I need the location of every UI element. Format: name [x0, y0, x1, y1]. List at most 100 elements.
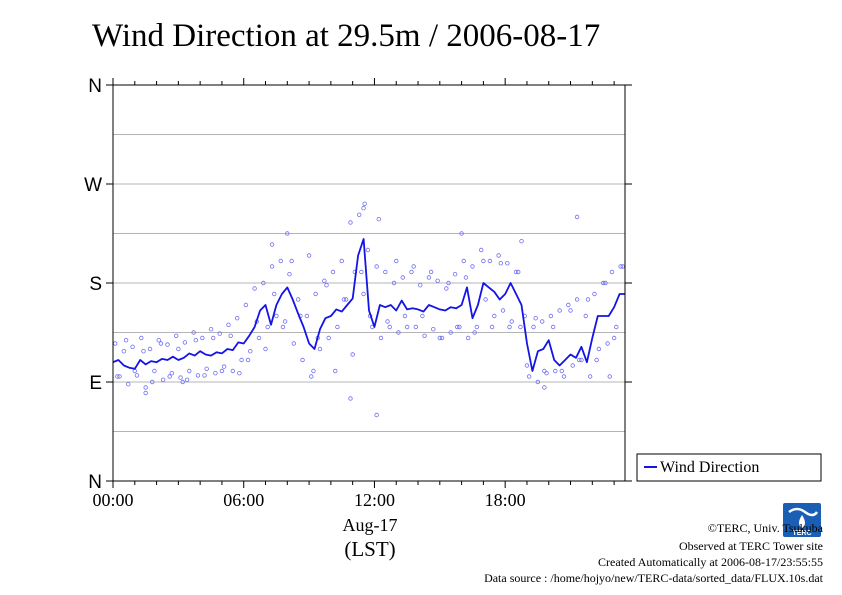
- scatter-point: [431, 327, 436, 332]
- scatter-point: [339, 258, 344, 264]
- scatter-point: [139, 335, 144, 341]
- scatter-point: [330, 269, 336, 275]
- scatter-point: [418, 283, 423, 288]
- scatter-point: [160, 377, 166, 382]
- scatter-point: [361, 291, 366, 297]
- scatter-point: [335, 324, 340, 330]
- scatter-point: [498, 261, 504, 266]
- scatter-point: [143, 390, 148, 396]
- scatter-point: [121, 349, 127, 354]
- scatter-point: [500, 308, 506, 313]
- scatter-point: [252, 286, 257, 291]
- scatter-point: [513, 269, 519, 275]
- x-axis-labels: 00:00 06:00 12:00 18:00: [92, 490, 525, 510]
- scatter-point: [400, 275, 405, 280]
- scatter-point: [542, 368, 547, 374]
- plot-area: [106, 78, 632, 488]
- scatter-point: [459, 231, 464, 236]
- scatter-point: [263, 346, 268, 352]
- scatter-point: [570, 363, 575, 368]
- scatter-point: [221, 364, 227, 369]
- scatter-point: [217, 331, 222, 336]
- scatter-point: [280, 324, 286, 330]
- scatter-point: [592, 291, 597, 297]
- scatter-point: [282, 319, 288, 324]
- scatter-point: [444, 286, 449, 291]
- scatter-point: [173, 333, 179, 338]
- scatter-point: [496, 253, 501, 258]
- scatter-point: [333, 368, 338, 374]
- scatter-point: [492, 313, 497, 319]
- scatter-point: [245, 357, 251, 363]
- scatter-point: [213, 371, 218, 376]
- logo-wave-shape: [788, 507, 819, 517]
- scatter-point: [603, 280, 608, 286]
- scatter-point: [481, 258, 486, 264]
- scatter-point: [178, 375, 183, 380]
- scatter-point: [577, 357, 582, 363]
- scatter-point: [428, 269, 434, 275]
- scatter-point: [548, 313, 554, 319]
- gridlines: [113, 134, 625, 432]
- scatter-point: [234, 316, 240, 321]
- credit-observed: Observed at TERC Tower site: [679, 539, 823, 553]
- scatter-point: [601, 280, 606, 286]
- scatter-point: [300, 357, 305, 363]
- scatter-point: [289, 258, 294, 264]
- scatter-point: [596, 346, 602, 352]
- scatter-point: [394, 258, 399, 264]
- scatter-point: [311, 368, 316, 374]
- scatter-point: [348, 396, 353, 401]
- scatter-point: [115, 374, 120, 379]
- credit-created: Created Automatically at 2006-08-17/23:5…: [598, 555, 823, 569]
- scatter-point: [326, 335, 331, 341]
- scatter-point: [256, 335, 262, 341]
- scatter-point: [350, 352, 355, 357]
- scatter-point: [182, 340, 188, 345]
- scatter-point: [204, 366, 209, 371]
- scatter-point: [219, 368, 225, 374]
- x-tick-label: 00:00: [92, 490, 133, 510]
- scatter-point: [509, 319, 514, 324]
- scatter-point: [540, 319, 545, 324]
- scatter-point: [579, 357, 584, 363]
- scatter-point: [200, 335, 205, 341]
- scatter-point: [374, 264, 379, 269]
- scatter-point: [365, 247, 371, 253]
- x-axis-sublabel: Aug-17: [343, 515, 398, 535]
- scatter-point: [383, 269, 388, 275]
- scatter-point: [278, 258, 283, 264]
- scatter-point: [341, 297, 347, 302]
- legend: Wind Direction: [636, 453, 822, 482]
- scatter-point: [126, 382, 131, 387]
- scatter-point: [165, 342, 170, 347]
- scatter-point: [248, 349, 253, 354]
- scatter-point: [324, 283, 329, 288]
- scatter-point: [387, 324, 392, 330]
- scatter-point: [287, 272, 292, 277]
- scatter-point: [269, 264, 275, 269]
- logo-text: TERC: [792, 530, 811, 537]
- y-tick-label: E: [89, 373, 102, 394]
- scatter-point: [152, 368, 157, 374]
- scatter-point: [557, 308, 562, 313]
- scatter-point: [463, 275, 469, 280]
- credit-copyright: ©TERC, Univ. Tsukuba: [708, 521, 824, 535]
- scatter-point: [420, 313, 425, 319]
- scatter-point: [587, 374, 593, 379]
- scatter-point: [202, 373, 207, 378]
- scatter-point: [265, 324, 270, 330]
- scatter-point: [435, 278, 440, 283]
- scatter-point: [535, 379, 541, 385]
- scatter-point: [156, 338, 161, 343]
- scatter-point: [361, 205, 366, 211]
- scatter-point: [437, 335, 443, 341]
- scatter-point: [356, 212, 362, 217]
- scatter-point: [507, 324, 512, 330]
- axis-ticks: [106, 78, 632, 488]
- y-tick-label: S: [89, 274, 102, 295]
- scatter-point: [618, 264, 623, 269]
- y-tick-label: W: [84, 175, 102, 196]
- scatter-point: [193, 338, 198, 343]
